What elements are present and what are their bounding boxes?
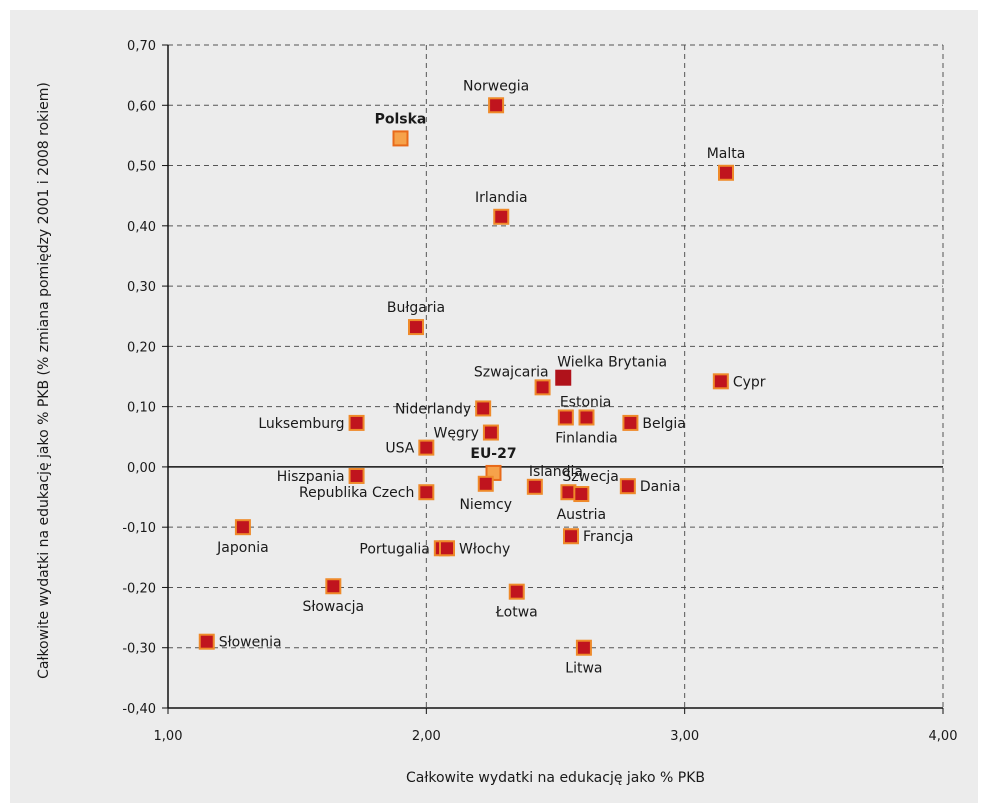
point-label: Niderlandy bbox=[395, 401, 471, 417]
tick-labels: -0,40 -0,30 -0,20 -0,10 0,00 0,10 0,20 0,30 0,40… bbox=[122, 39, 957, 744]
point-republika-czech bbox=[418, 484, 435, 501]
y-tick-label: 0,60 bbox=[127, 99, 156, 114]
point-litwa bbox=[575, 639, 592, 656]
point-bułgaria bbox=[408, 319, 424, 336]
point-label: Bułgaria bbox=[387, 300, 445, 316]
point-label: Malta bbox=[707, 146, 746, 162]
point-label: Litwa bbox=[565, 661, 602, 677]
point-label: Portugalia bbox=[359, 541, 429, 557]
point-label: Włochy bbox=[459, 541, 510, 557]
y-tick-label: -0,20 bbox=[122, 581, 156, 596]
point-label: Polska bbox=[375, 111, 427, 127]
y-tick-label: 0,70 bbox=[127, 39, 156, 54]
point-irlandia bbox=[493, 208, 510, 225]
y-tick-label: 0,20 bbox=[127, 340, 156, 355]
gridlines bbox=[168, 44, 944, 709]
point-label: Francja bbox=[583, 529, 633, 545]
x-tick-label: 3,00 bbox=[670, 729, 699, 744]
axes bbox=[162, 44, 944, 714]
point-wielka-brytania bbox=[555, 369, 572, 386]
point-hiszpania bbox=[348, 467, 365, 484]
point-label: Niemcy bbox=[459, 497, 512, 513]
point-label: Węgry bbox=[434, 426, 479, 442]
point-label: Łotwa bbox=[495, 605, 538, 621]
point-label: Austria bbox=[557, 507, 606, 523]
point-label: Wielka Brytania bbox=[557, 355, 667, 371]
point-włochy bbox=[439, 540, 455, 557]
x-tick-label: 4,00 bbox=[929, 729, 958, 744]
point-finlandia bbox=[578, 409, 595, 426]
point-label: Hiszpania bbox=[277, 469, 345, 485]
point-cypr bbox=[712, 373, 729, 390]
chart-panel: -0,40 -0,30 -0,20 -0,10 0,00 0,10 0,20 0,30 0,40… bbox=[10, 10, 978, 803]
point-label: Luksemburg bbox=[258, 416, 344, 432]
point-label: Belgia bbox=[642, 416, 685, 432]
y-tick-label: 0,30 bbox=[127, 280, 156, 295]
y-tick-label: 0,40 bbox=[127, 220, 156, 235]
x-tick-label: 2,00 bbox=[412, 729, 441, 744]
point-łotwa bbox=[508, 583, 525, 600]
point-szwecja bbox=[560, 484, 577, 501]
point-label: Słowacja bbox=[303, 599, 365, 615]
point-francja bbox=[563, 528, 579, 545]
point-dania bbox=[619, 478, 636, 495]
point-label: Norwegia bbox=[463, 78, 529, 94]
point-label: Irlandia bbox=[475, 190, 528, 206]
point-islandia bbox=[526, 478, 543, 495]
point-japonia bbox=[234, 519, 251, 536]
data-points bbox=[198, 97, 734, 656]
point-węgry bbox=[482, 424, 499, 441]
point-label: USA bbox=[385, 441, 414, 457]
point-słowenia bbox=[198, 633, 215, 650]
point-label: Dania bbox=[640, 479, 681, 495]
y-tick-label: 0,10 bbox=[127, 401, 156, 416]
point-malta bbox=[718, 164, 734, 181]
point-norwegia bbox=[488, 97, 505, 114]
point-luksemburg bbox=[348, 414, 365, 431]
y-tick-label: -0,30 bbox=[122, 642, 156, 657]
point-label: Słowenia bbox=[219, 635, 282, 651]
scatter-chart: -0,40 -0,30 -0,20 -0,10 0,00 0,10 0,20 0,30 0,40… bbox=[36, 39, 957, 786]
y-tick-label: -0,10 bbox=[122, 521, 156, 536]
y-tick-label: 0,00 bbox=[127, 461, 156, 476]
y-tick-label: 0,50 bbox=[127, 160, 156, 175]
point-label: Japonia bbox=[216, 540, 269, 556]
point-belgia bbox=[622, 414, 639, 431]
point-szwajcaria bbox=[534, 379, 551, 396]
point-label: Szwajcaria bbox=[474, 364, 549, 380]
point-estonia bbox=[557, 409, 574, 426]
point-label: Finlandia bbox=[555, 430, 618, 446]
point-niemcy bbox=[477, 475, 494, 492]
point-usa bbox=[418, 439, 435, 456]
point-labels: Norwegia Polska Malta Irlandia Bułgaria Wielk… bbox=[216, 78, 766, 676]
x-tick-label: 1,00 bbox=[154, 729, 183, 744]
point-niderlandy bbox=[475, 400, 492, 417]
x-axis-title: Całkowite wydatki na edukację jako % PKB bbox=[406, 770, 705, 786]
point-label: Republika Czech bbox=[299, 485, 414, 501]
point-austria bbox=[573, 486, 590, 503]
point-polska bbox=[392, 130, 409, 147]
point-label: EU-27 bbox=[470, 446, 516, 462]
y-axis-title: Całkowite wydatki na edukację jako % PKB… bbox=[36, 82, 52, 679]
y-tick-label: -0,40 bbox=[122, 702, 156, 717]
point-label: Cypr bbox=[733, 374, 766, 390]
point-label: Islandia bbox=[529, 464, 583, 480]
point-label: Szwecja bbox=[562, 469, 618, 485]
point-label: Estonia bbox=[560, 394, 612, 410]
point-słowacja bbox=[325, 578, 342, 595]
